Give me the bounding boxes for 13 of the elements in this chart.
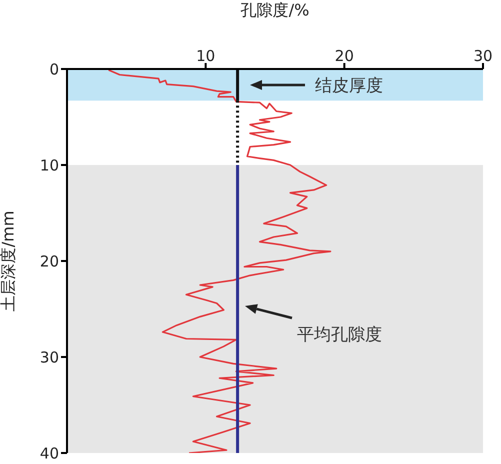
y-axis-title: 土层深度/mm: [0, 210, 18, 312]
annotation: 平均孔隙度: [297, 325, 382, 345]
x-tick-label: 30: [473, 47, 493, 65]
y-tick-label: 0: [49, 60, 59, 78]
y-tick-label: 40: [40, 444, 59, 462]
y-tick-label: 30: [40, 348, 59, 366]
line-series: [108, 69, 332, 453]
y-tick-label: 10: [40, 156, 59, 174]
x-axis-title: 孔隙度/%: [240, 0, 310, 20]
annotation: 结皮厚度: [315, 76, 383, 96]
y-tick-label: 20: [40, 252, 59, 270]
x-tick-label: 10: [196, 47, 216, 65]
x-tick-label: 20: [334, 47, 354, 65]
